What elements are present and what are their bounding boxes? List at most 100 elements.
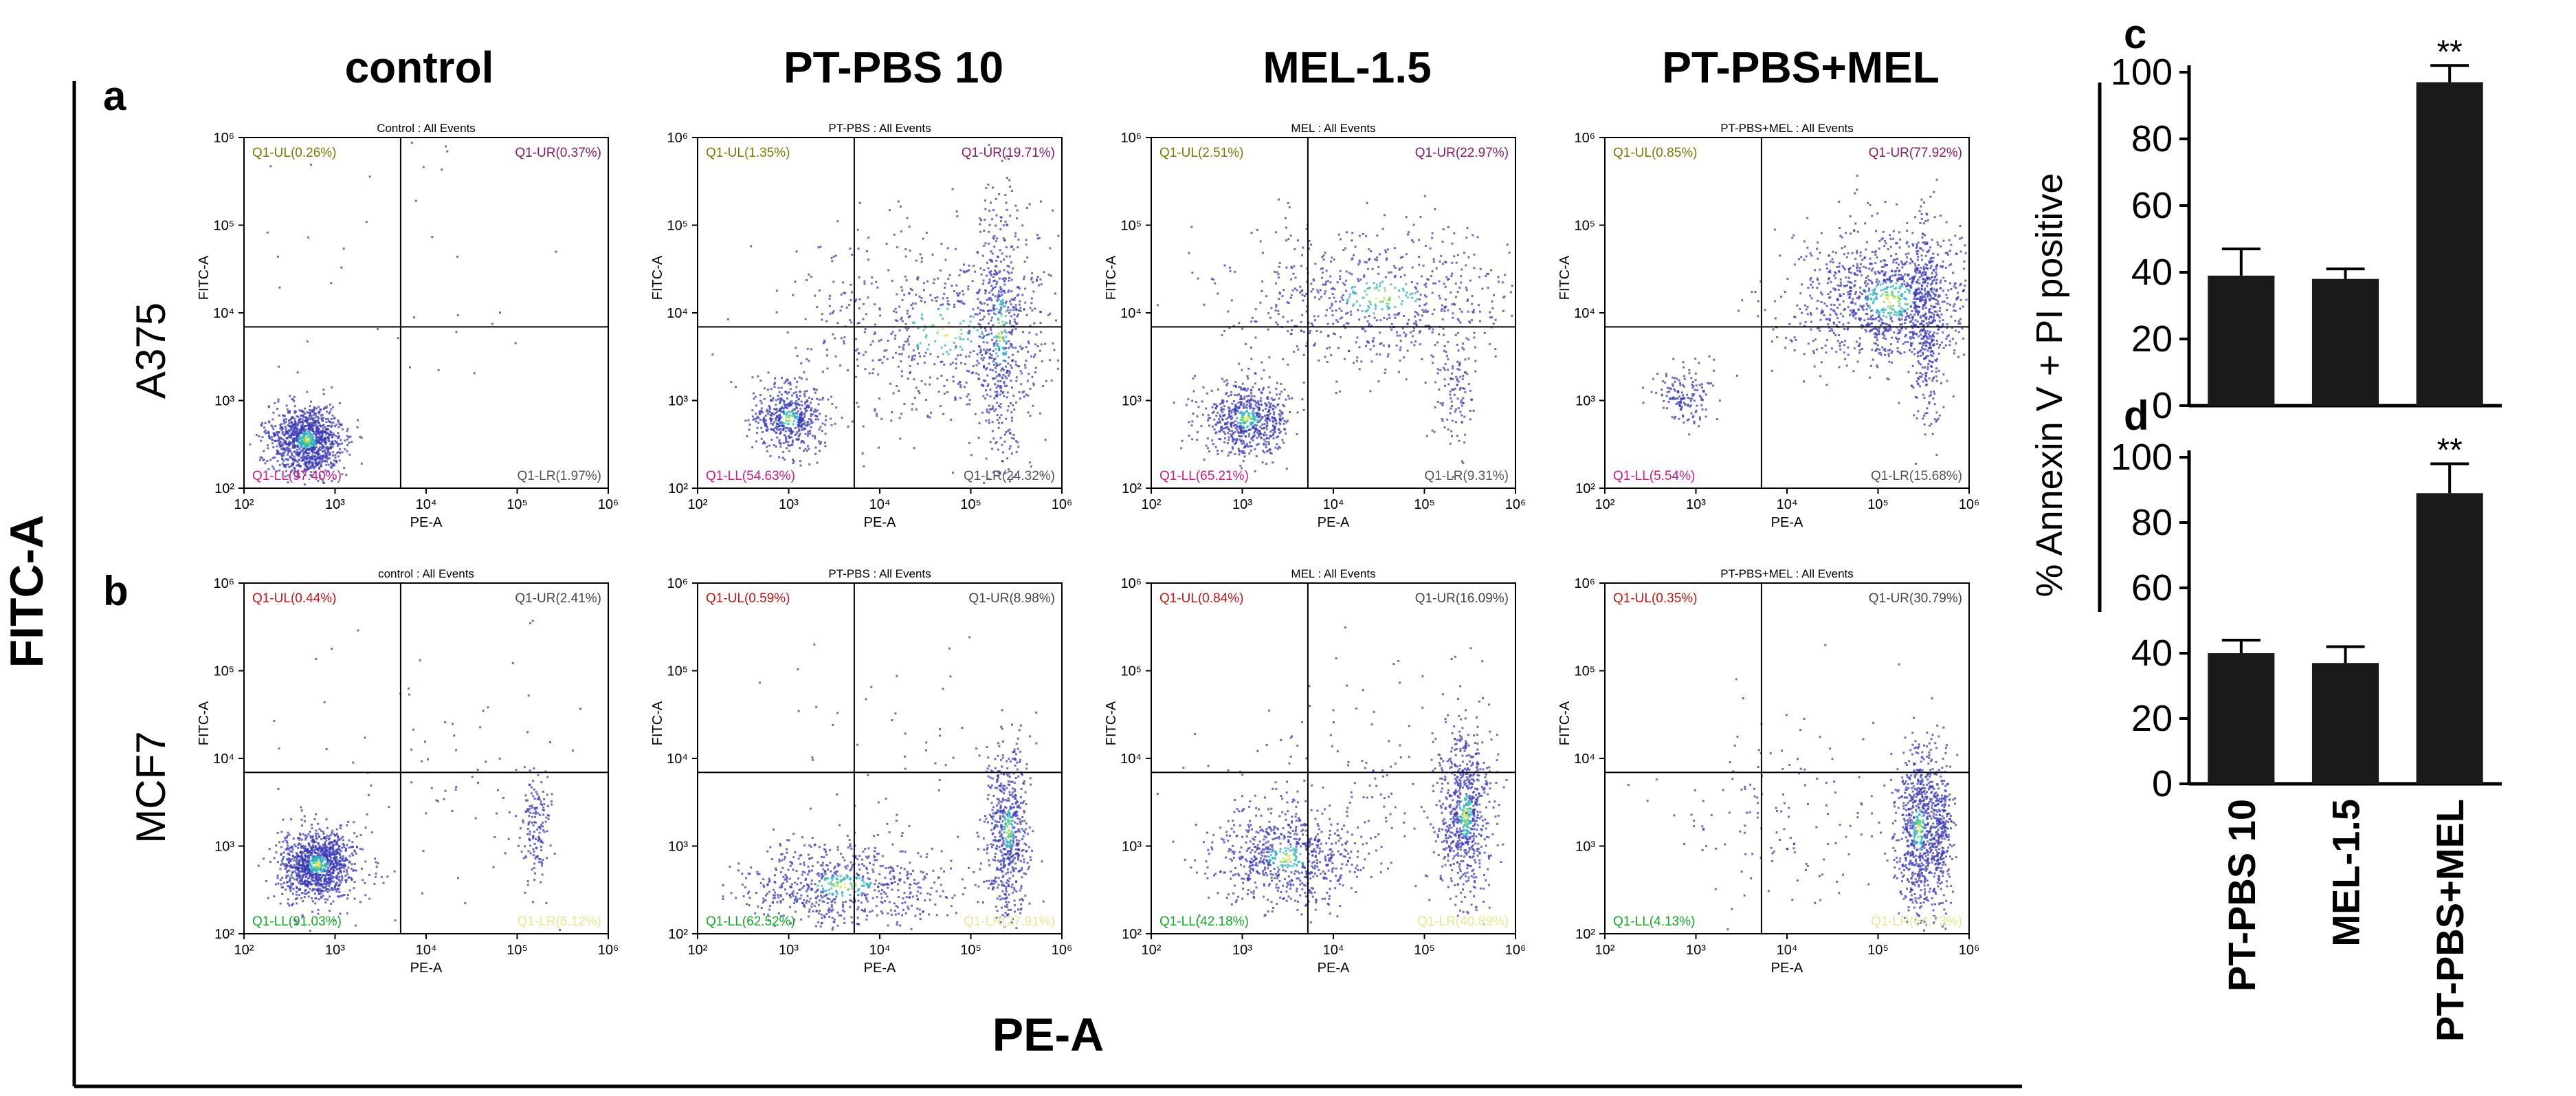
bar-y-tick-label: 80 [2131,502,2173,543]
x-tick-label: 10² [1142,497,1162,512]
y-tick-label: 10⁴ [1120,306,1142,321]
plot-x-axis-label: PE-A [410,961,443,976]
outer-y-axis-label: FITC-A [1,515,53,668]
y-tick-label: 10⁵ [1574,219,1595,234]
quadrant-ur-label: Q1-UR(2.41%) [515,591,601,606]
plot-title: PT-PBS : All Events [828,567,931,580]
plot-title: MEL : All Events [1291,122,1375,135]
scatter-points [722,636,1045,931]
x-tick-label: 10⁶ [1052,943,1072,958]
x-tick-label: 10² [1142,943,1162,958]
y-tick-label: 10² [1122,481,1142,496]
bar-chart-y-axis-label: % Annexin V + PI positive [2029,173,2070,598]
plot-frame [1151,582,1516,934]
quadrant-ur-label: Q1-UR(77.92%) [1869,146,1962,160]
y-tick-label: 10² [1575,927,1595,942]
x-tick-label: 10³ [1686,943,1706,958]
x-tick-label: 10⁶ [1959,497,1979,512]
y-tick-label: 10³ [1122,394,1142,409]
x-tick-label: 10³ [325,943,345,958]
plot-y-axis-label: FITC-A [650,701,665,745]
quadrant-lr-label: Q1-LR(6.12%) [518,914,602,929]
plot-frame [1151,137,1516,489]
y-tick-label: 10⁶ [1575,131,1595,146]
x-tick-label: 10⁴ [416,497,437,512]
plot-x-axis-label: PE-A [1771,515,1803,530]
x-tick-label: 10⁴ [1777,497,1798,512]
quadrant-ul-label: Q1-UL(0.44%) [252,591,337,606]
quadrant-ul-label: Q1-UL(2.51%) [1159,146,1244,160]
y-tick-label: 10⁶ [667,131,688,146]
plot-x-axis-label: PE-A [410,515,443,530]
y-tick-label: 10² [1575,481,1595,496]
y-tick-label: 10⁶ [1121,576,1142,591]
plot-title: PT-PBS : All Events [828,122,931,135]
bar [2416,82,2483,406]
flow-plot-a-2: PT-PBS : All Events Q1-UL(1.35%) Q1-UR(19.… [650,122,1072,530]
bar [2311,278,2379,406]
y-tick-label: 10⁴ [1574,306,1595,321]
plot-title: Control : All Events [377,122,476,135]
x-tick-label: 10⁴ [1323,497,1344,512]
x-tick-label: 10⁶ [1959,943,1979,958]
y-tick-label: 10⁵ [667,664,688,679]
flow-plot-a-1: Control : All Events Q1-UL(0.26%) Q1-UR(0.… [197,122,619,530]
bar-y-tick-label: 40 [2131,252,2173,293]
bar [2416,493,2483,784]
scatter-points [257,620,581,932]
outer-x-axis-label: PE-A [992,1009,1104,1061]
x-tick-label: 10² [688,943,708,958]
scatter-points [249,142,557,486]
plot-x-axis-label: PE-A [864,961,896,976]
plot-frame [1604,582,1970,934]
y-tick-label: 10⁵ [1574,664,1595,679]
column-header-pt-pbs-mel: PT-PBS+MEL [1662,43,1940,92]
x-tick-label: 10² [688,497,708,512]
flow-plot-a-4: PT-PBS+MEL : All Events Q1-UL(0.85%) Q1-UR… [1557,122,1979,530]
quadrant-ll-label: Q1-LL(5.54%) [1613,469,1695,483]
y-tick-label: 10⁶ [667,576,688,591]
significance-marker: ** [2436,432,2462,469]
x-tick-label: 10² [1595,943,1615,958]
quadrant-lr-label: Q1-LR(64.73%) [1871,914,1962,929]
y-tick-label: 10³ [668,840,688,855]
y-tick-label: 10⁴ [667,306,688,321]
y-tick-label: 10³ [1575,840,1595,855]
quadrant-ur-label: Q1-UR(19.71%) [962,146,1055,160]
quadrant-ur-label: Q1-UR(16.09%) [1415,591,1509,606]
flow-plot-b-2: PT-PBS : All Events Q1-UL(0.59%) Q1-UR(8.9… [650,567,1072,976]
bar-chart-c: 0 20 40 60 80 100 ** [2111,34,2502,426]
y-tick-label: 10⁵ [1120,219,1142,234]
x-tick-label: 10⁵ [960,943,981,958]
x-tick-label: 10⁶ [1505,943,1526,958]
bar [2311,663,2379,784]
y-tick-label: 10² [668,927,688,942]
plot-y-axis-label: FITC-A [1557,255,1573,300]
x-tick-label: 10⁵ [1414,943,1435,958]
y-tick-label: 10⁴ [213,752,234,767]
x-tick-label: 10⁶ [598,497,619,512]
y-tick-label: 10³ [214,840,234,855]
panel-letter-a: a [103,73,126,119]
x-tick-label: 10⁵ [1867,943,1889,958]
plot-y-axis-label: FITC-A [1104,701,1119,745]
flow-plot-a-3: MEL : All Events Q1-UL(2.51%) Q1-UR(22.97%… [1104,122,1526,530]
scatter-points [1642,175,1968,465]
y-tick-label: 10² [214,481,234,496]
quadrant-ul-label: Q1-UL(1.35%) [706,146,790,160]
plot-frame [243,582,609,934]
x-tick-label: 10⁶ [1505,497,1526,512]
bar [2208,653,2275,784]
y-tick-label: 10³ [214,394,234,409]
y-tick-label: 10⁴ [213,306,234,321]
y-tick-label: 10⁴ [1120,752,1142,767]
y-tick-label: 10⁵ [213,664,234,679]
plot-x-axis-label: PE-A [1771,961,1803,976]
quadrant-lr-label: Q1-LR(15.68%) [1871,469,1962,483]
quadrant-lr-label: Q1-LR(40.89%) [1417,914,1509,929]
bar-y-tick-label: 100 [2111,52,2173,93]
y-tick-label: 10⁶ [1575,576,1595,591]
plot-x-axis-label: PE-A [864,515,896,530]
quadrant-ll-label: Q1-LL(91.03%) [252,914,342,929]
quadrant-ll-label: Q1-LL(4.13%) [1613,914,1695,929]
